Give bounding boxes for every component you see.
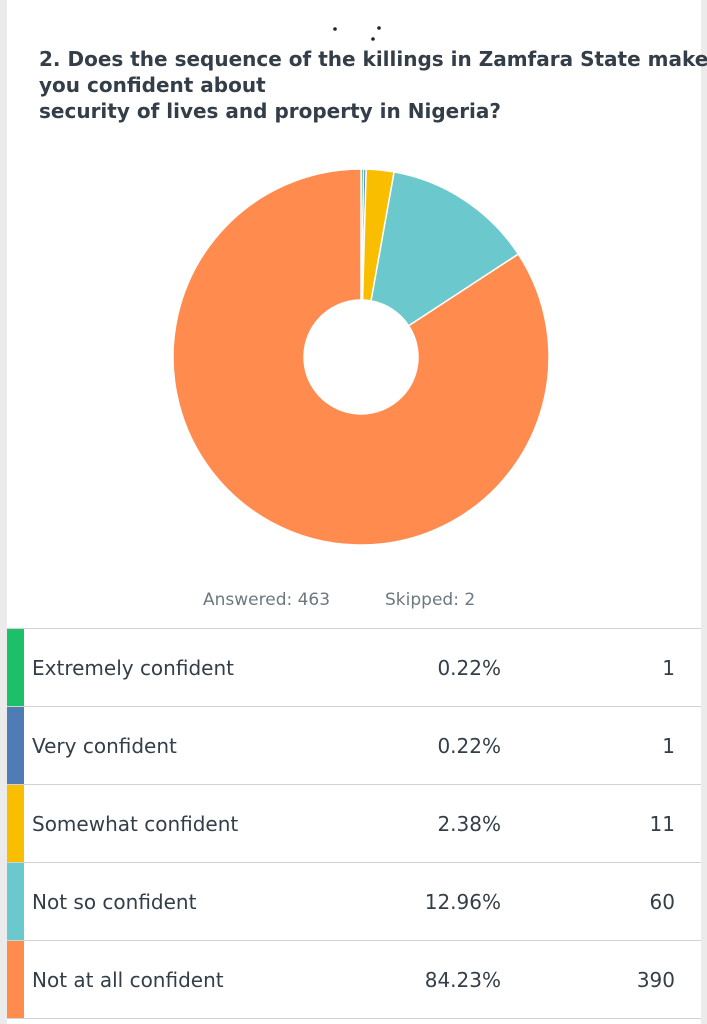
- answer-count: 1: [662, 656, 675, 680]
- legend-swatch: [7, 863, 24, 940]
- table-row: Not at all confident 84.23% 390: [7, 941, 701, 1019]
- skipped-count: Skipped: 2: [385, 590, 476, 610]
- answer-table: Extremely confident 0.22% 1 Very confide…: [7, 628, 701, 1019]
- answer-count: 1: [662, 734, 675, 758]
- legend-swatch: [7, 941, 24, 1018]
- table-row: Somewhat confident 2.38% 11: [7, 785, 701, 863]
- answer-count: 60: [649, 890, 675, 914]
- answer-percent: 0.22%: [437, 656, 501, 680]
- table-row: Not so confident 12.96% 60: [7, 863, 701, 941]
- answered-count: Answered: 463: [203, 590, 331, 610]
- answer-label: Somewhat confident: [32, 812, 239, 836]
- donut-slice: [172, 168, 550, 546]
- answer-percent: 0.22%: [437, 734, 501, 758]
- answer-label: Not at all confident: [32, 968, 224, 992]
- question-line-2: you confident about: [39, 73, 266, 97]
- answer-label: Extremely confident: [32, 656, 234, 680]
- table-row: Extremely confident 0.22% 1: [7, 629, 701, 707]
- table-row: Very confident 0.22% 1: [7, 707, 701, 785]
- answer-percent: 84.23%: [424, 968, 501, 992]
- answer-percent: 2.38%: [437, 812, 501, 836]
- answer-label: Not so confident: [32, 890, 197, 914]
- legend-swatch: [7, 785, 24, 862]
- question-line-3: security of lives and property in Nigeri…: [39, 99, 502, 123]
- legend-swatch: [7, 707, 24, 784]
- answer-percent: 12.96%: [424, 890, 501, 914]
- answer-label: Very confident: [32, 734, 177, 758]
- question-title: 2. Does the sequence of the killings in …: [39, 46, 707, 124]
- decorative-dots: [333, 26, 381, 41]
- donut-chart: [172, 168, 550, 546]
- response-stats: Answered: 463 Skipped: 2: [7, 588, 707, 616]
- answer-count: 390: [636, 968, 675, 992]
- legend-swatch: [7, 629, 24, 706]
- answer-count: 11: [649, 812, 675, 836]
- question-line-1: 2. Does the sequence of the killings in …: [39, 47, 707, 71]
- donut-slice: [370, 171, 520, 327]
